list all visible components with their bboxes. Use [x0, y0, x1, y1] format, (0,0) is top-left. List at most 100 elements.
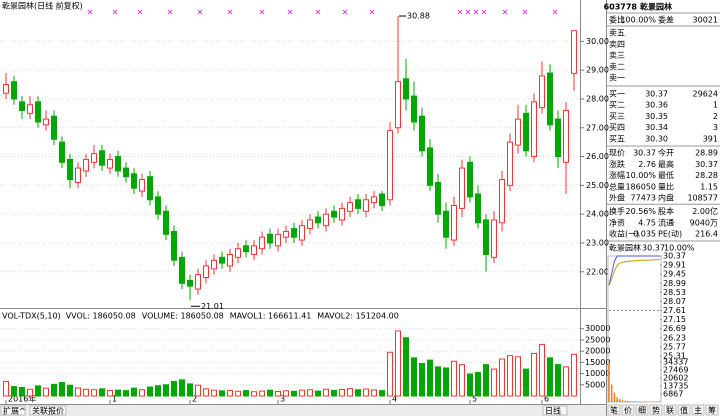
- candle-body: [27, 104, 33, 114]
- volume-bar: [203, 388, 209, 397]
- quote-value: 20.56%: [625, 207, 656, 216]
- y-tick-label: 29.45: [663, 270, 686, 279]
- side-tab-label[interactable]: 细: [638, 405, 646, 415]
- tab-label[interactable]: 日线: [545, 406, 561, 416]
- candle-body: [91, 153, 97, 163]
- quote-value: 216.4: [695, 230, 718, 239]
- y-tick-label: 25.77: [663, 342, 686, 351]
- side-tab-label[interactable]: 笔: [610, 405, 618, 415]
- candle-body: [371, 196, 377, 204]
- volume-bar: [219, 390, 225, 397]
- volume-bar: [123, 390, 129, 397]
- y-tick-label: 30.37: [663, 252, 686, 261]
- candle-body: [211, 259, 217, 270]
- candle-body: [147, 176, 153, 201]
- candle-body: [443, 210, 449, 238]
- buy-label: 买五: [609, 134, 625, 143]
- side-tab-label[interactable]: 联: [666, 406, 674, 415]
- candle-body: [491, 219, 497, 258]
- volume-bar: [251, 391, 257, 397]
- candle-body: [283, 230, 289, 238]
- volume-bar: [315, 390, 321, 397]
- vol-tick-label: 13735: [663, 381, 688, 390]
- volume-bar: [403, 337, 409, 397]
- volume-bar: [515, 356, 521, 397]
- volume-bar: [347, 388, 353, 397]
- y-tick-label: 22.00: [586, 267, 609, 276]
- candle-body: [171, 230, 177, 261]
- tab[interactable]: [0, 405, 26, 416]
- side-tab-label[interactable]: 势: [652, 405, 660, 415]
- buy-volume: 1: [713, 101, 718, 110]
- tab[interactable]: [542, 405, 568, 416]
- volume-bar: [259, 390, 265, 397]
- volume-bar: [35, 385, 41, 397]
- volume-bar: [83, 388, 89, 397]
- candle-body: [339, 207, 345, 221]
- side-tab-label[interactable]: 价: [624, 406, 632, 415]
- side-tab[interactable]: [607, 404, 621, 416]
- average-line: [608, 259, 661, 286]
- volume-bar: [491, 368, 497, 397]
- side-tab[interactable]: [663, 404, 677, 416]
- quote-value: 28.28: [695, 171, 718, 180]
- tab-label[interactable]: 扩展^: [3, 406, 26, 416]
- candle-body: [451, 205, 457, 241]
- tab-label[interactable]: 关联报价: [32, 406, 64, 416]
- volume-bar: [363, 388, 369, 397]
- vol-tick-label: 20602: [663, 374, 688, 383]
- signal-cross: [457, 9, 463, 15]
- candle-body: [299, 225, 305, 241]
- quote-label: 最高: [658, 159, 674, 169]
- volume-bar: [547, 357, 553, 397]
- quote-label: 净资: [609, 217, 625, 227]
- candle-body: [355, 199, 361, 209]
- vol-tick-label: 27469: [663, 366, 688, 375]
- volume-bar: [51, 383, 57, 397]
- candle-body: [323, 213, 329, 227]
- volume-bar: [531, 352, 537, 397]
- y-tick-label: 10000: [585, 369, 610, 378]
- candle-body: [275, 233, 281, 247]
- side-tab[interactable]: [705, 404, 719, 416]
- side-tab[interactable]: [691, 404, 705, 416]
- y-tick-label: 29.00: [586, 66, 609, 75]
- side-tab-label[interactable]: 值: [680, 405, 688, 415]
- volume-bar: [99, 388, 105, 397]
- side-tab-label[interactable]: 筹: [708, 405, 716, 415]
- candle-body: [59, 141, 65, 163]
- chart-title: 乾景园林(日线 前复权): [2, 1, 83, 11]
- x-tick-label: 2: [192, 395, 197, 404]
- quote-label: 现价: [609, 149, 625, 158]
- buy-volume: 2: [713, 112, 718, 121]
- candle-body: [115, 156, 121, 172]
- sell-label: 卖二: [609, 62, 625, 71]
- tab-bar: [0, 405, 606, 416]
- quote-value: 28.89: [695, 149, 718, 158]
- volume-bar: [43, 387, 49, 397]
- volume-bar: [227, 389, 233, 397]
- y-tick-label: 27.61: [663, 306, 686, 315]
- x-tick-label: 3: [280, 395, 285, 404]
- quote-label: 换手: [609, 206, 625, 216]
- side-tab-label[interactable]: 主: [694, 405, 702, 415]
- tab[interactable]: [29, 405, 67, 416]
- volume-bar: [171, 380, 177, 397]
- y-tick-label: 28.00: [586, 94, 609, 103]
- side-tab[interactable]: [677, 404, 691, 416]
- buy-label: 买四: [609, 123, 625, 132]
- volume-bar: [339, 388, 345, 397]
- quote-label: 量比: [658, 181, 674, 191]
- candle-body: [547, 72, 553, 126]
- y-tick-label: 23.00: [586, 238, 609, 247]
- quote-value: 1.15: [700, 182, 718, 191]
- side-tab[interactable]: [649, 404, 663, 416]
- signal-cross: [522, 9, 528, 15]
- side-tab[interactable]: [621, 404, 635, 416]
- volume-bar: [459, 364, 465, 397]
- volume-bar: [155, 385, 161, 397]
- stock-name: 乾景园林: [640, 2, 672, 12]
- side-tab[interactable]: [635, 404, 649, 416]
- volume-bar: [75, 387, 81, 397]
- volume-bar: [499, 358, 505, 397]
